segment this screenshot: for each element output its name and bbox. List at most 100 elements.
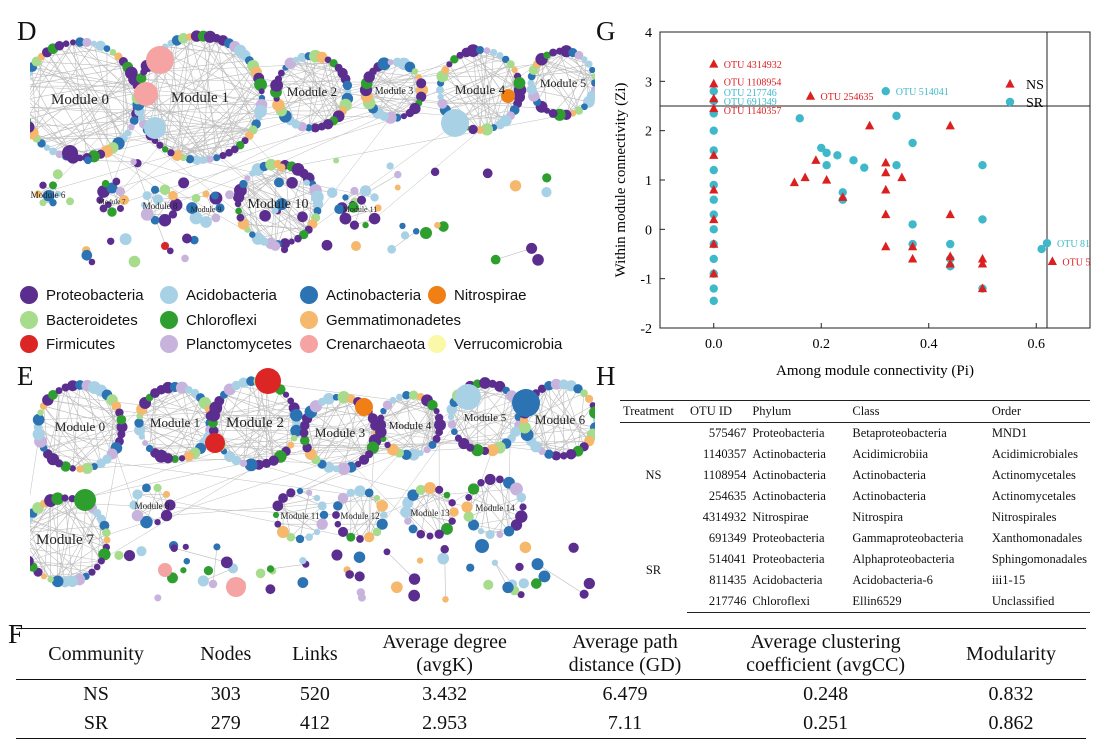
module-label: Module 5 xyxy=(464,412,507,424)
edge xyxy=(468,395,512,517)
network-node xyxy=(467,483,480,495)
table-cell: 2.953 xyxy=(354,709,535,739)
module-label: Module 0 xyxy=(55,419,105,434)
sr-point xyxy=(946,239,955,249)
edge xyxy=(36,56,42,139)
edge xyxy=(86,385,102,464)
network-node xyxy=(140,201,148,209)
edge xyxy=(527,427,595,435)
network-node xyxy=(476,126,484,134)
network-node xyxy=(30,117,31,124)
edge xyxy=(133,504,158,523)
network-node xyxy=(331,549,343,561)
network-node xyxy=(111,401,122,411)
table-cell: Nitrospirae xyxy=(752,510,809,524)
edge xyxy=(541,59,580,111)
edge xyxy=(295,91,349,125)
table-cell: 303 xyxy=(210,683,241,705)
edge xyxy=(530,398,594,435)
ns-point xyxy=(709,239,719,248)
module-label: Module 11 xyxy=(281,511,320,521)
network-node xyxy=(518,421,531,434)
ns-point xyxy=(805,91,816,100)
network-node xyxy=(416,529,426,539)
legend-label: Chloroflexi xyxy=(186,311,257,329)
network-node xyxy=(364,488,374,498)
network-node xyxy=(117,430,126,439)
legend-swatch xyxy=(20,311,38,329)
network-node xyxy=(384,441,391,449)
network-node xyxy=(181,233,192,244)
edge xyxy=(315,431,516,461)
legend-item: Acidobacteria xyxy=(160,286,277,304)
network-node xyxy=(399,222,406,230)
network-node xyxy=(542,173,552,183)
edge xyxy=(43,405,88,469)
network-node xyxy=(386,162,394,170)
edge xyxy=(537,563,585,595)
edge xyxy=(215,407,267,464)
edge xyxy=(65,387,81,470)
network-node xyxy=(484,473,496,486)
network-node xyxy=(136,546,147,557)
edge xyxy=(258,381,275,461)
network-node xyxy=(259,209,271,222)
network-node xyxy=(99,204,108,213)
edge xyxy=(57,498,73,582)
network-node xyxy=(394,170,402,179)
network-node xyxy=(116,204,125,213)
network-node xyxy=(62,40,70,48)
network-node xyxy=(400,506,412,518)
legend-sr-label: SR xyxy=(1026,96,1044,111)
edge xyxy=(445,69,506,121)
network-node xyxy=(463,511,474,522)
legend-label: Bacteroidetes xyxy=(46,311,138,329)
network-node xyxy=(230,145,239,154)
network-node xyxy=(313,528,321,536)
network-node xyxy=(416,91,427,102)
edge xyxy=(203,36,217,158)
network-node xyxy=(353,551,366,563)
network-node xyxy=(244,175,251,182)
edge xyxy=(548,385,590,442)
network-node xyxy=(199,155,208,164)
edge xyxy=(275,505,323,516)
legend-item: Planctomycetes xyxy=(160,335,292,353)
network-node xyxy=(52,169,63,180)
network-node xyxy=(168,190,178,201)
network-node xyxy=(271,206,279,214)
edge xyxy=(72,419,122,469)
table-header-cell: Modularity xyxy=(936,628,1086,680)
edge xyxy=(473,524,510,532)
edge xyxy=(52,106,138,152)
table-cell: Alphaproteobacteria xyxy=(852,552,955,566)
network-node xyxy=(211,213,221,223)
table-cell: 575467 xyxy=(708,426,747,440)
network-node xyxy=(573,384,583,394)
network-node xyxy=(182,543,189,550)
edge xyxy=(407,487,431,522)
network-node xyxy=(380,407,387,415)
ns-point xyxy=(709,268,719,278)
table-cell: Actinomycetales xyxy=(991,489,1076,503)
network-node xyxy=(466,563,475,572)
network-node xyxy=(39,181,47,190)
edge xyxy=(134,79,441,84)
edge xyxy=(137,78,346,99)
edge xyxy=(57,498,102,562)
network-node xyxy=(435,428,444,437)
edge xyxy=(150,129,254,136)
edge xyxy=(222,71,257,156)
header-order: Order xyxy=(988,400,1090,423)
ns-point xyxy=(897,172,907,182)
network-node xyxy=(272,511,280,519)
network-node xyxy=(95,40,106,51)
network-node xyxy=(255,568,266,579)
network-node xyxy=(40,573,48,580)
network-node xyxy=(332,465,340,473)
edge xyxy=(327,52,573,125)
edge xyxy=(429,487,448,530)
network-node xyxy=(203,565,214,576)
legend-ns-marker xyxy=(1005,79,1015,88)
edge xyxy=(420,405,433,454)
